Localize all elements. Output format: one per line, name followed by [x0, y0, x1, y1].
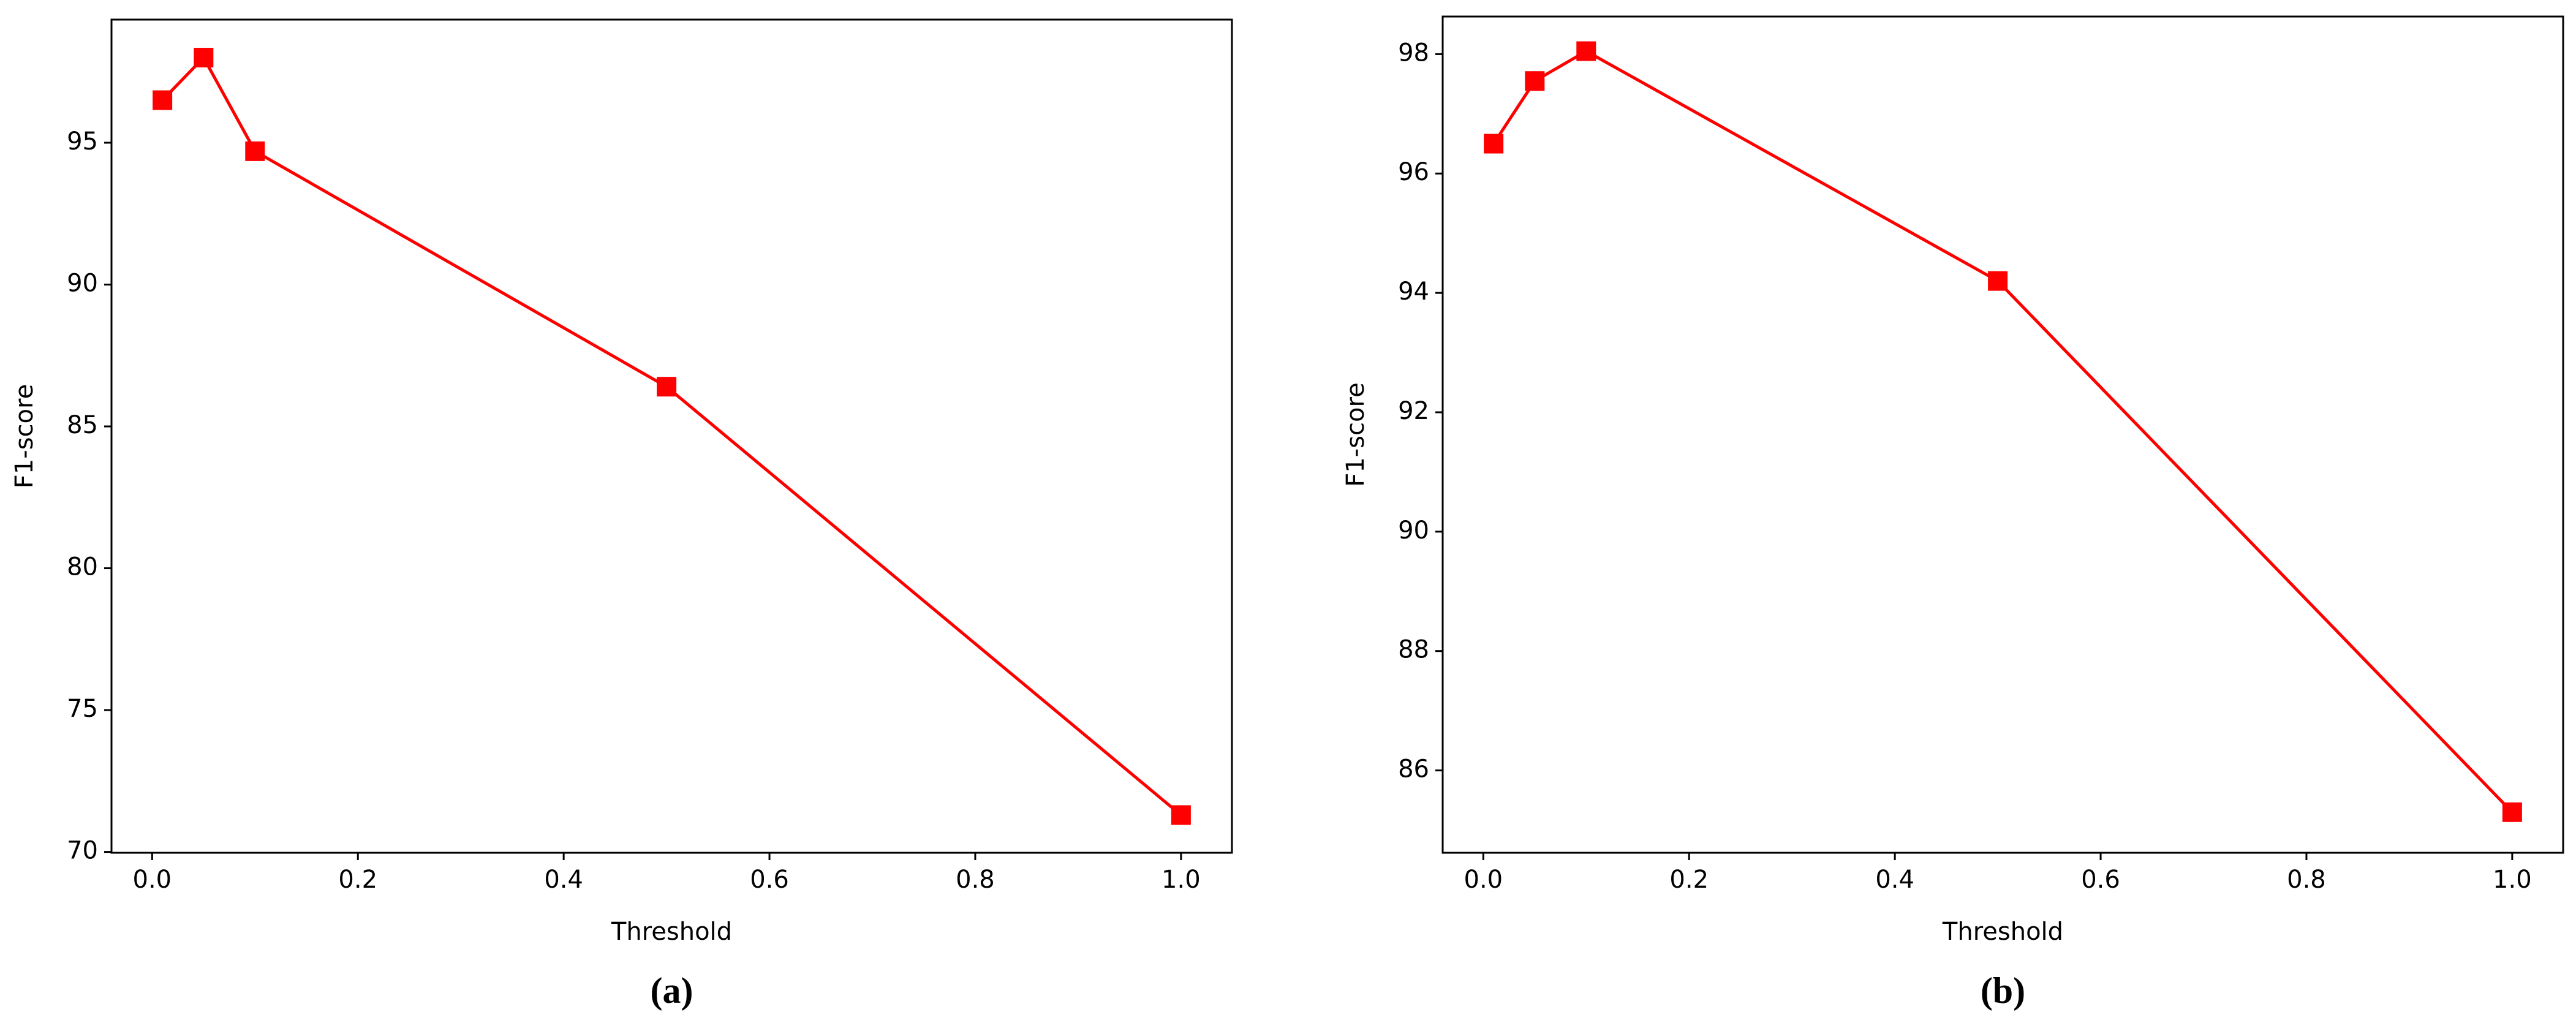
y-tick-label: 90 [67, 269, 98, 297]
x-tick-label: 0.6 [2081, 866, 2120, 894]
y-tick-label: 75 [67, 695, 98, 723]
y-tick-label: 86 [1398, 755, 1429, 784]
y-tick-label: 96 [1398, 158, 1429, 186]
x-tick-label: 0.0 [1464, 866, 1503, 894]
marker [1525, 71, 1545, 91]
y-tick-label: 70 [67, 837, 98, 865]
axes-frame [1441, 15, 2564, 854]
y-tick-label: 80 [67, 553, 98, 581]
y-tick-label: 95 [67, 127, 98, 156]
marker [194, 48, 214, 68]
y-axis-label: F1-score [1342, 382, 1370, 486]
x-axis-label: Threshold [611, 918, 732, 946]
x-tick-label: 0.0 [133, 866, 172, 894]
caption: (b) [1981, 970, 2025, 1011]
marker [1988, 271, 2008, 291]
y-tick-label: 98 [1398, 39, 1429, 67]
y-tick-label: 88 [1398, 636, 1429, 664]
x-tick-label: 0.4 [544, 866, 583, 894]
x-tick-label: 0.6 [750, 866, 789, 894]
x-tick-label: 1.0 [2493, 866, 2532, 894]
marker [245, 141, 265, 161]
marker [1576, 41, 1596, 61]
x-axis-label: Threshold [1942, 918, 2063, 946]
marker [2502, 802, 2522, 822]
caption: (a) [651, 970, 693, 1011]
axes-frame [110, 18, 1233, 854]
marker [1484, 134, 1504, 154]
x-tick-label: 1.0 [1161, 866, 1201, 894]
y-tick-label: 85 [67, 411, 98, 439]
line [1492, 49, 2514, 814]
x-tick-label: 0.2 [1669, 866, 1709, 894]
y-tick-label: 92 [1398, 397, 1429, 425]
marker [657, 377, 677, 397]
x-tick-label: 0.8 [2287, 866, 2326, 894]
marker [1171, 805, 1191, 825]
x-tick-label: 0.2 [338, 866, 377, 894]
x-tick-label: 0.4 [1875, 866, 1914, 894]
y-tick-label: 90 [1398, 516, 1429, 545]
y-axis-label: F1-score [10, 384, 39, 488]
x-tick-label: 0.8 [956, 866, 995, 894]
y-tick-label: 94 [1398, 278, 1429, 306]
line [161, 55, 1182, 817]
marker [153, 90, 173, 110]
